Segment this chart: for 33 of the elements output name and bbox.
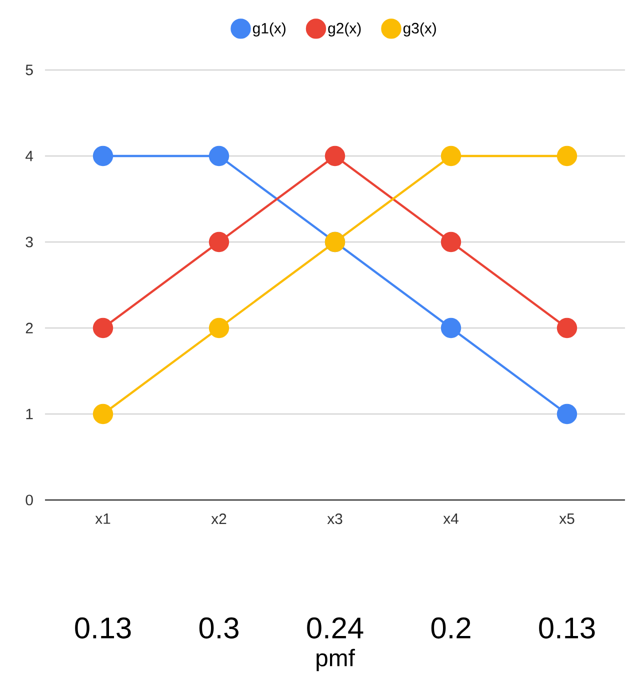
point xyxy=(556,146,578,166)
point xyxy=(208,146,230,166)
point xyxy=(324,146,346,166)
point xyxy=(92,318,114,338)
y-tick-label: 1 xyxy=(26,408,33,420)
y-tick-label: 0 xyxy=(26,494,33,506)
text: 0.13 xyxy=(75,617,131,639)
point xyxy=(440,146,462,166)
y-tick-label: 4 xyxy=(26,150,34,162)
text: 0.24 xyxy=(307,617,364,639)
text: pmf xyxy=(316,648,355,672)
legend-label: g1(x) xyxy=(252,22,286,36)
text: 0.3 xyxy=(199,617,238,639)
x-tick-label: x1 xyxy=(95,514,110,524)
point xyxy=(556,318,578,338)
y-tick-label: 5 xyxy=(26,64,33,76)
y-tick-label: 2 xyxy=(26,322,33,334)
x-tick-label: x5 xyxy=(559,514,574,524)
point xyxy=(92,146,114,166)
legend-label: g2(x) xyxy=(328,22,361,36)
text: 0.2 xyxy=(431,617,470,639)
x-tick-label: x3 xyxy=(327,514,342,524)
point xyxy=(208,318,230,338)
y-tick-label: 3 xyxy=(26,236,33,248)
point xyxy=(556,404,578,424)
legend-label: g3(x) xyxy=(403,22,436,36)
x-tick-label: x4 xyxy=(443,514,458,524)
point xyxy=(440,232,462,252)
point xyxy=(92,404,114,424)
point xyxy=(440,318,462,338)
x-tick-label: x2 xyxy=(211,514,226,524)
point xyxy=(208,232,230,252)
text: 0.13 xyxy=(539,617,595,639)
